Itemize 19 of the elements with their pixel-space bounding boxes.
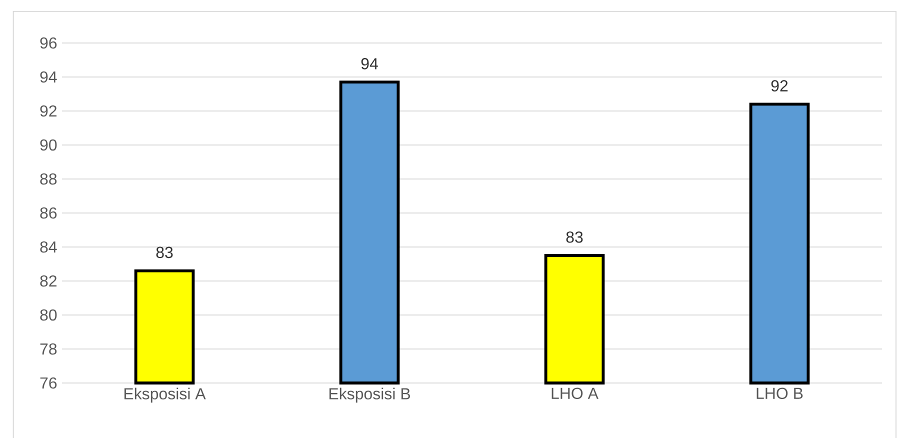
y-tick-label: 78: [40, 343, 57, 355]
data-label: 83: [566, 231, 583, 243]
y-tick-label: 88: [40, 173, 57, 185]
y-tick-label: 92: [40, 105, 56, 117]
y-tick-label: 86: [40, 207, 57, 219]
data-label: 92: [771, 80, 788, 92]
y-tick-label: 84: [40, 241, 57, 253]
data-label: 83: [156, 246, 173, 258]
data-label: 94: [361, 58, 378, 70]
x-tick-label: LHO A: [552, 388, 598, 400]
y-tick-label: 96: [40, 37, 57, 49]
y-tick-label: 82: [40, 275, 56, 287]
y-tick-label: 90: [40, 139, 57, 151]
y-tick-label: 80: [40, 309, 57, 321]
y-tick-label: 76: [40, 377, 57, 389]
y-tick-label: 94: [40, 71, 57, 83]
x-tick-label: Eksposisi A: [124, 388, 206, 403]
x-tick-label: Eksposisi B: [329, 388, 410, 403]
x-tick-label: LHO B: [756, 388, 803, 400]
